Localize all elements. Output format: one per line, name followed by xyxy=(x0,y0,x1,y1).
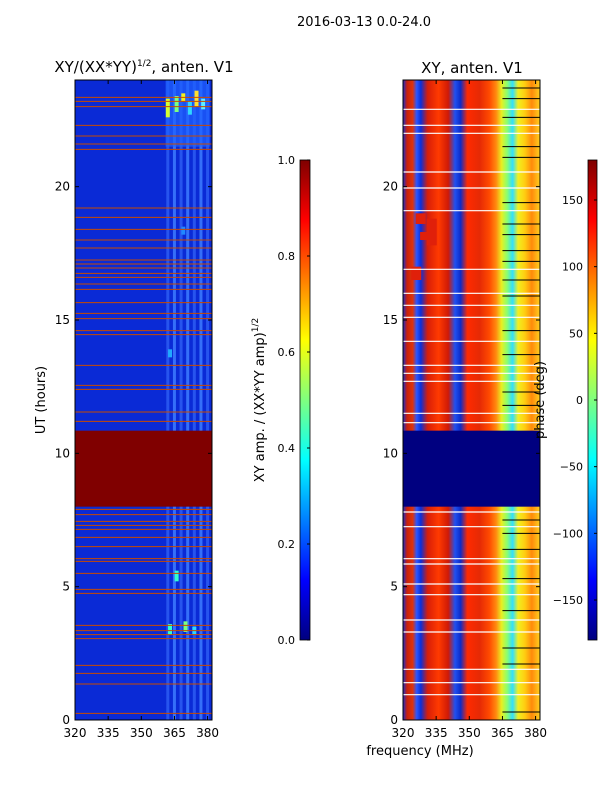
phase-plot-frame xyxy=(402,79,541,721)
bright-patch xyxy=(168,624,173,635)
y-tick-label: 10 xyxy=(55,446,70,460)
phase-colorbar-label: phase (deg) xyxy=(533,361,548,439)
x-axis-label: frequency (MHz) xyxy=(366,744,473,759)
bright-band-top xyxy=(165,80,210,147)
phase-patch xyxy=(415,213,426,224)
phase-chart-title: XY, anten. V1 xyxy=(421,59,523,77)
bright-column xyxy=(206,80,210,720)
figure-title: 2016-03-13 0.0-24.0 xyxy=(297,15,431,30)
x-tick-label: 365 xyxy=(163,726,186,740)
bright-patch xyxy=(165,98,170,118)
amplitude-background xyxy=(75,80,212,720)
colorbar-tick-label: −50 xyxy=(560,461,583,474)
y-tick-label: 15 xyxy=(383,313,398,327)
y-tick-label: 0 xyxy=(390,713,398,727)
phase-patch xyxy=(411,266,422,280)
bright-patch xyxy=(181,226,186,235)
bright-patch xyxy=(174,96,179,112)
masked-block xyxy=(403,430,540,507)
amplitude-y-axis-label: UT (hours) xyxy=(34,366,49,434)
x-tick-label: 335 xyxy=(97,726,120,740)
x-tick-label: 335 xyxy=(425,726,448,740)
colorbar-tick-label: 1.0 xyxy=(278,154,296,167)
y-tick-label: 10 xyxy=(383,446,398,460)
x-tick-label: 380 xyxy=(196,726,219,740)
x-tick-label: 365 xyxy=(491,726,514,740)
y-tick-label: 20 xyxy=(55,180,70,194)
colorbar-tick-label: −100 xyxy=(553,527,583,540)
phase-colorbar: −150 −100 −50 0 50 100 150 phase (deg) xyxy=(533,159,598,641)
colorbar-tick-label: 0 xyxy=(576,394,583,407)
colorbar-tick-label: 0.0 xyxy=(278,634,296,647)
phase-background xyxy=(403,80,540,720)
y-tick-label: 5 xyxy=(62,580,70,594)
y-tick-label: 15 xyxy=(55,313,70,327)
y-tick-label: 5 xyxy=(390,580,398,594)
colorbar-tick-label: −150 xyxy=(553,594,583,607)
amplitude-heatmap xyxy=(75,80,212,720)
x-tick-label: 320 xyxy=(64,726,87,740)
bright-column xyxy=(192,80,196,720)
phase-colorbar-ticks: −150 −100 −50 0 50 100 150 xyxy=(553,194,597,607)
amplitude-colorbar: 0.0 0.2 0.4 0.6 0.8 1.0 XY amp. / (XX*YY amp)… xyxy=(251,154,311,647)
amplitude-chart-title: XY/(XX*YY)1/2, anten. V1 xyxy=(54,58,233,76)
colorbar-tick-label: 0.4 xyxy=(278,442,296,455)
phase-panel: XY, anten. V1 320 335 350 365 380 0 5 10 15 20 xyxy=(383,59,547,740)
x-tick-label: 380 xyxy=(524,726,547,740)
colorbar-tick-label: 0.2 xyxy=(278,538,296,551)
bright-column xyxy=(199,80,203,720)
amplitude-y-axis: 0 5 10 15 20 xyxy=(55,180,212,727)
bright-patch xyxy=(201,98,206,110)
bright-column xyxy=(172,80,176,720)
bright-patch xyxy=(194,90,199,107)
amplitude-colorbar-label: XY amp. / (XX*YY amp)1/2 xyxy=(251,318,268,482)
colorbar-tick-label: 150 xyxy=(562,194,583,207)
phase-y-axis: 0 5 10 15 20 xyxy=(383,180,540,727)
y-tick-label: 0 xyxy=(62,713,70,727)
amplitude-colorbar-gradient xyxy=(299,159,311,641)
phase-x-axis: 320 335 350 365 380 xyxy=(392,80,547,740)
bright-column xyxy=(166,80,170,720)
masked-block xyxy=(75,430,212,507)
amplitude-plot-frame xyxy=(74,79,213,721)
bright-patch xyxy=(168,349,173,358)
phase-patch xyxy=(420,232,431,240)
amplitude-colorbar-ticks: 0.0 0.2 0.4 0.6 0.8 1.0 xyxy=(278,154,310,647)
phase-patch xyxy=(426,218,437,246)
bright-column xyxy=(186,80,190,720)
bright-patch xyxy=(183,621,188,632)
x-tick-label: 350 xyxy=(130,726,153,740)
phase-heatmap xyxy=(403,80,540,720)
y-tick-label: 20 xyxy=(383,180,398,194)
colorbar-tick-label: 0.8 xyxy=(278,250,296,263)
colorbar-tick-label: 100 xyxy=(562,261,583,274)
bright-column xyxy=(179,80,183,720)
amplitude-x-axis: 320 335 350 365 380 xyxy=(64,80,219,740)
colorbar-tick-label: 0.6 xyxy=(278,346,296,359)
colorbar-tick-label: 50 xyxy=(569,327,583,340)
x-tick-label: 350 xyxy=(458,726,481,740)
bright-patch xyxy=(174,570,179,582)
bright-patch xyxy=(187,101,192,115)
x-tick-label: 320 xyxy=(392,726,415,740)
amplitude-panel: XY/(XX*YY)1/2, anten. V1 320 335 350 365 380… xyxy=(34,58,234,740)
